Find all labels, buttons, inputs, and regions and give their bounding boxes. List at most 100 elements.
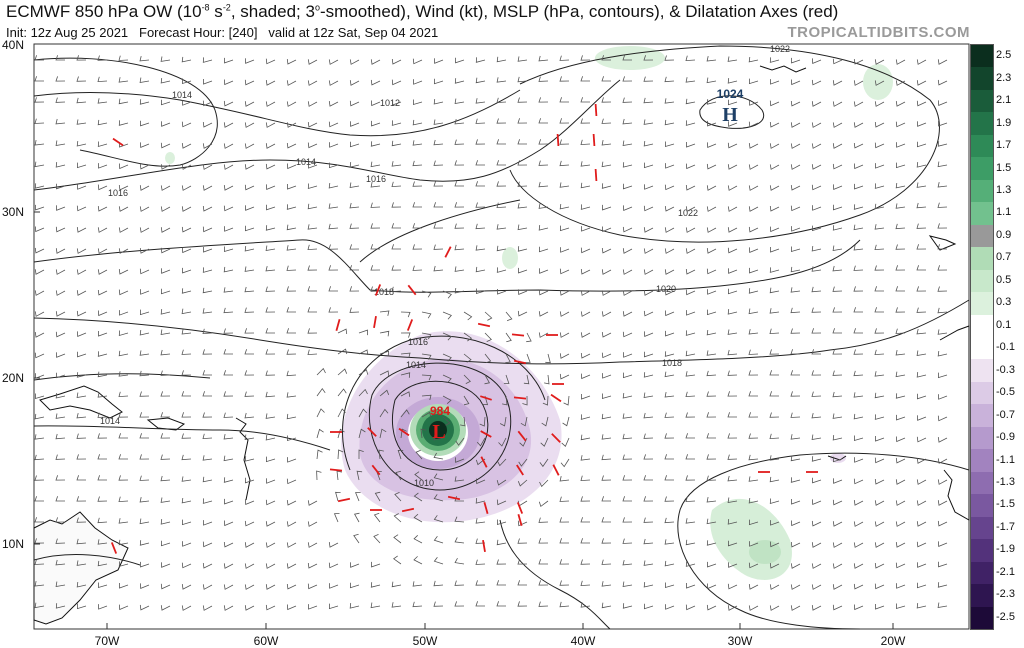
wind-barb <box>496 479 507 486</box>
wind-barb <box>482 395 489 406</box>
wind-barb <box>286 245 297 251</box>
colorbar-cell <box>971 134 993 158</box>
wind-barb <box>373 534 381 544</box>
wind-barb <box>118 120 129 126</box>
wind-barb <box>328 603 339 610</box>
wind-barb <box>643 538 654 545</box>
wind-barb <box>517 56 528 62</box>
wind-barb <box>895 562 906 569</box>
wind-barb <box>98 331 108 337</box>
wind-barb <box>790 412 801 418</box>
wind-barb <box>706 268 717 275</box>
wind-barb <box>812 205 822 211</box>
wind-barb <box>181 185 192 191</box>
wind-barb <box>643 433 654 439</box>
wind-barb <box>454 181 464 187</box>
wind-barb <box>223 143 234 149</box>
wind-barb <box>916 328 927 335</box>
wind-barb <box>286 122 297 128</box>
wind-barb <box>523 374 530 385</box>
wind-barb <box>685 289 696 296</box>
wind-barb <box>895 223 906 230</box>
wind-barb <box>55 97 66 103</box>
wind-barb <box>559 580 570 586</box>
wind-barb <box>265 328 275 334</box>
wind-barb <box>916 59 927 65</box>
wind-barb <box>811 286 822 293</box>
wind-barb <box>463 353 472 363</box>
wind-barb <box>580 182 591 189</box>
wind-barb <box>685 539 696 546</box>
wind-barb <box>202 287 213 294</box>
wind-barb <box>391 265 402 271</box>
wind-barb <box>244 266 255 272</box>
wind-barb <box>223 266 234 273</box>
wind-barb <box>244 225 255 232</box>
wind-barb <box>706 518 717 525</box>
isobar-label: 1016 <box>408 337 428 347</box>
wind-barb <box>287 457 297 463</box>
wind-barb <box>412 58 423 65</box>
wind-barb <box>496 77 507 83</box>
wind-barb <box>874 349 885 356</box>
wind-barb <box>307 286 317 292</box>
wind-barb <box>412 223 422 229</box>
wind-barb <box>706 475 717 481</box>
wind-barb <box>160 540 171 547</box>
wind-barb <box>118 561 129 567</box>
wind-barb <box>769 433 780 440</box>
wind-barb <box>349 162 360 168</box>
wind-barb <box>139 604 150 611</box>
wind-barb <box>202 308 213 314</box>
wind-barb <box>421 311 432 319</box>
wind-barb <box>496 245 507 252</box>
wind-barb <box>202 433 213 440</box>
wind-barb <box>601 290 612 296</box>
wind-barb <box>685 496 696 503</box>
wind-barb <box>854 457 864 463</box>
wind-barb <box>517 538 528 544</box>
wind-barb <box>337 449 344 460</box>
wind-barb <box>874 500 885 506</box>
wind-barb <box>539 268 549 274</box>
wind-barb <box>538 311 549 317</box>
colorbar-cell <box>971 314 993 338</box>
wind-barb <box>358 388 368 397</box>
wind-barb <box>916 500 927 506</box>
wind-barb <box>421 374 432 381</box>
wind-barb <box>76 372 87 378</box>
wind-barb <box>286 435 297 442</box>
wind-barb <box>55 496 65 502</box>
wind-barb <box>874 183 885 189</box>
wind-barb <box>34 55 45 61</box>
colorbar-cell <box>971 67 993 91</box>
wind-barb <box>622 372 633 379</box>
wind-barb <box>55 140 66 146</box>
wind-barb <box>34 496 44 502</box>
wind-barb <box>286 563 297 569</box>
wind-barb <box>601 538 612 544</box>
wind-barb <box>769 391 779 397</box>
wind-barb <box>34 393 45 400</box>
dilatation-axis <box>483 501 489 515</box>
wind-barb <box>118 412 129 418</box>
wind-barb <box>139 268 150 275</box>
wind-barb <box>286 265 297 271</box>
wind-barb <box>316 408 325 418</box>
wind-barb <box>421 394 432 401</box>
wind-barb <box>622 76 633 82</box>
wind-barb <box>538 601 549 607</box>
wind-barb <box>76 603 87 610</box>
wind-barb <box>727 391 738 397</box>
wind-barb <box>580 268 591 275</box>
wind-barb <box>622 248 633 254</box>
wind-barb <box>519 437 528 447</box>
wind-barb <box>622 183 633 190</box>
dilatation-axis <box>406 319 414 331</box>
wind-barb <box>349 286 360 292</box>
wind-barb <box>181 143 192 149</box>
wind-barb <box>517 203 528 209</box>
wind-barb <box>728 121 738 127</box>
wind-barb <box>370 202 381 208</box>
wind-barb <box>55 433 66 440</box>
